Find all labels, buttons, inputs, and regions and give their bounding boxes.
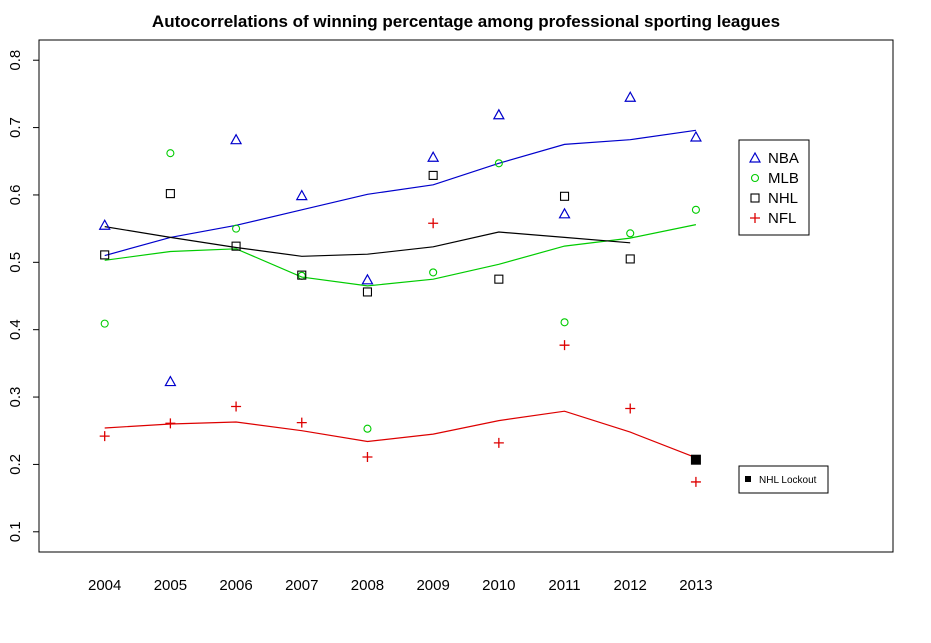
point-nhl [297,270,307,280]
point-nfl [296,417,307,428]
x-tick-label: 2007 [285,577,318,594]
data-points [98,91,702,487]
chart-title: Autocorrelations of winning percentage a… [152,12,780,31]
legend-marker-nhl [750,193,760,203]
trend-line-nfl [104,410,697,459]
lockout-legend-box [738,465,829,494]
point-nfl [493,437,504,448]
x-tick-label: 2009 [416,577,449,594]
point-nhl [231,241,241,251]
point-nfl [559,340,570,351]
y-tick-label: 0.4 [7,319,24,340]
point-nba [295,189,308,201]
point-nba [361,273,374,285]
point-mlb [494,159,503,168]
legend-marker-nba [748,151,762,163]
trend-line-mlb [104,224,697,287]
point-nfl [165,418,176,429]
x-tick-label: 2008 [351,577,384,594]
point-nfl [362,452,373,463]
point-nfl [99,431,110,442]
point-mlb [232,224,241,233]
point-nba [98,219,111,230]
lockout-legend: NHL Lockout [738,465,829,494]
point-nba [230,133,243,145]
point-nhl [165,189,175,199]
point-mlb [626,229,635,238]
point-nfl [625,403,636,414]
x-tick-label: 2006 [219,577,252,594]
point-nhl [100,250,110,260]
point-nhl [494,274,504,284]
x-tick-label: 2004 [88,577,121,594]
x-tick-label: 2011 [548,577,580,594]
x-tick-label: 2010 [482,577,515,594]
y-tick-label: 0.7 [7,117,24,138]
legend-marker-lockout [745,476,751,482]
y-tick-label: 0.8 [7,50,24,71]
legend-label-nfl: NFL [768,210,796,227]
point-mlb [429,268,438,277]
point-nhl [428,170,438,180]
y-tick-label: 0.6 [7,185,24,206]
legend-label-nba: NBA [768,150,799,167]
y-tick-label: 0.5 [7,252,24,273]
legend-box [738,139,810,236]
point-nba [164,375,177,387]
point-nfl [428,218,439,229]
point-mlb [560,318,569,327]
trend-lines [104,129,697,459]
annotations [690,454,701,465]
legend-marker-mlb [750,173,760,183]
x-tick-label: 2013 [679,577,712,594]
point-nhl [625,254,635,264]
legend-label-nhl: NHL [768,190,798,207]
lockout-marker [690,454,701,465]
point-nba [492,108,505,120]
trend-line-nba [104,129,696,257]
point-mlb [100,319,109,328]
point-nba [689,130,702,142]
y-tick-label: 0.1 [7,521,24,542]
point-nhl [362,287,373,297]
x-tick-label: 2005 [154,577,187,594]
point-mlb [691,205,700,214]
point-nba [427,150,440,162]
legend: NBA MLB NHL NFL [738,139,810,236]
y-axis: 0.1 0.2 0.3 0.4 0.5 0.6 0.7 0.8 [7,50,40,542]
point-nfl [690,476,701,487]
y-tick-label: 0.3 [7,387,24,408]
point-nba [624,91,637,102]
legend-marker-nfl [750,213,760,223]
trend-line-nhl [104,226,631,257]
point-mlb [363,424,372,433]
x-axis: 2004 2005 2006 2007 2008 2009 2010 2011 2012 2013 [88,577,713,594]
point-mlb [166,149,175,158]
x-tick-label: 2012 [614,577,647,594]
legend-label-mlb: MLB [768,170,799,187]
y-tick-label: 0.2 [7,454,24,475]
point-nhl [559,191,570,201]
point-nba [558,207,571,219]
legend-label-lockout: NHL Lockout [759,475,817,486]
point-nfl [231,401,242,412]
